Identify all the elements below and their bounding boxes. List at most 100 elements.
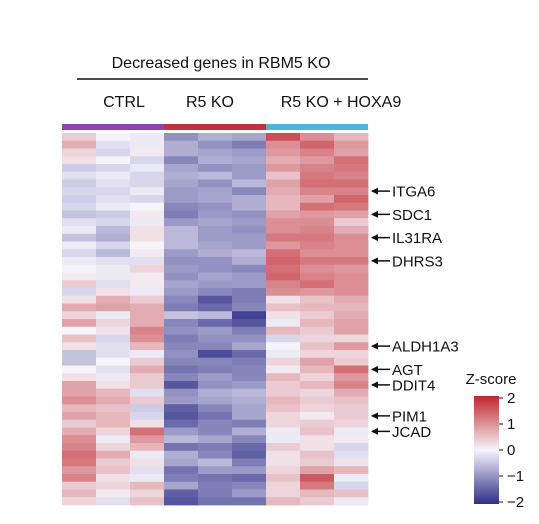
heatmap-cell [334, 241, 369, 250]
heatmap-cell [130, 427, 165, 436]
heatmap-cell [62, 427, 97, 436]
gene-label-itga6: ITGA6 [371, 184, 435, 201]
heatmap-cell [130, 365, 165, 374]
heatmap-cell [198, 272, 233, 281]
heatmap-cell [198, 303, 233, 312]
heatmap-cell [334, 264, 369, 273]
heatmap-cell [130, 179, 165, 188]
heatmap-cell [198, 179, 233, 188]
heatmap-cell [198, 396, 233, 405]
heatmap-cell [300, 195, 335, 204]
heatmap-cell [96, 264, 131, 273]
heatmap-cell [198, 249, 233, 258]
heatmap-cell [164, 481, 199, 490]
heatmap-cell [198, 202, 233, 211]
heatmap-cell [62, 187, 97, 196]
heatmap-cell [62, 334, 97, 343]
gene-label-il31ra: IL31RA [371, 230, 442, 247]
heatmap-cell [96, 357, 131, 366]
heatmap-cell [96, 241, 131, 250]
heatmap-cell [334, 373, 369, 382]
heatmap-cell [232, 241, 267, 250]
heatmap-cell [266, 148, 301, 157]
heatmap-cell [232, 497, 267, 506]
heatmap-cell [232, 303, 267, 312]
heatmap-cell [266, 319, 301, 328]
heatmap-cell [96, 272, 131, 281]
heatmap-cell [130, 388, 165, 397]
heatmap-cell [334, 497, 369, 506]
gene-arrow-head [371, 257, 378, 265]
heatmap-cell [62, 396, 97, 405]
heatmap-cell [96, 295, 131, 304]
heatmap-cell [300, 326, 335, 335]
heatmap-cell [198, 427, 233, 436]
heatmap-cell [300, 303, 335, 312]
heatmap-cell [130, 334, 165, 343]
heatmap-cell [300, 171, 335, 180]
heatmap-cell [232, 342, 267, 351]
heatmap-cell [96, 419, 131, 428]
heatmap-cell [198, 481, 233, 490]
heatmap-cell [198, 458, 233, 467]
heatmap-cell [198, 288, 233, 297]
heatmap-cell [334, 288, 369, 297]
heatmap-cell [300, 497, 335, 506]
heatmap-cell [62, 489, 97, 498]
heatmap-cell [300, 148, 335, 157]
heatmap-cell [334, 412, 369, 421]
heatmap-cell [164, 272, 199, 281]
heatmap-cell [130, 218, 165, 227]
heatmap-cell [164, 396, 199, 405]
heatmap-cell [96, 164, 131, 173]
heatmap-cell [300, 334, 335, 343]
heatmap-cell [164, 388, 199, 397]
heatmap-cell [130, 443, 165, 452]
heatmap-cell [96, 319, 131, 328]
heatmap-cell [62, 195, 97, 204]
heatmap-cell [300, 458, 335, 467]
heatmap-cell [300, 280, 335, 289]
heatmap-cell [266, 179, 301, 188]
heatmap-cell [232, 319, 267, 328]
heatmap-cell [232, 419, 267, 428]
heatmap-cell [96, 404, 131, 413]
heatmap-cell [164, 202, 199, 211]
heatmap-cell [232, 171, 267, 180]
gene-arrow-head [371, 381, 378, 389]
heatmap-cell [232, 133, 267, 142]
heatmap-cell [198, 280, 233, 289]
heatmap-cell [334, 350, 369, 359]
heatmap-cell [266, 489, 301, 498]
heatmap-cell [164, 179, 199, 188]
heatmap-cell [266, 427, 301, 436]
heatmap-cell [62, 388, 97, 397]
heatmap-cell [266, 381, 301, 390]
heatmap-cell [130, 140, 165, 149]
group-label-r5ko-hoxa9: R5 KO + HOXA9 [281, 94, 402, 111]
heatmap-cell [164, 404, 199, 413]
heatmap-cell [232, 264, 267, 273]
heatmap-cell [130, 210, 165, 219]
heatmap-cell [334, 218, 369, 227]
heatmap-cell [96, 226, 131, 235]
heatmap-cell [334, 381, 369, 390]
heatmap-cell [266, 241, 301, 250]
heatmap-cell [198, 319, 233, 328]
heatmap-cell [96, 334, 131, 343]
heatmap-cell [266, 326, 301, 335]
heatmap-cell [130, 156, 165, 165]
heatmap-cell [130, 412, 165, 421]
heatmap-cell [266, 412, 301, 421]
heatmap-cell [96, 365, 131, 374]
heatmap-cell [334, 458, 369, 467]
heatmap-cell [198, 133, 233, 142]
gene-name: IL31RA [392, 230, 442, 247]
heatmap-cell [300, 396, 335, 405]
heatmap-cell [232, 334, 267, 343]
heatmap-cell [300, 450, 335, 459]
heatmap-cell [232, 148, 267, 157]
heatmap-cell [198, 443, 233, 452]
heatmap-cell [96, 396, 131, 405]
heatmap-cell [300, 466, 335, 475]
